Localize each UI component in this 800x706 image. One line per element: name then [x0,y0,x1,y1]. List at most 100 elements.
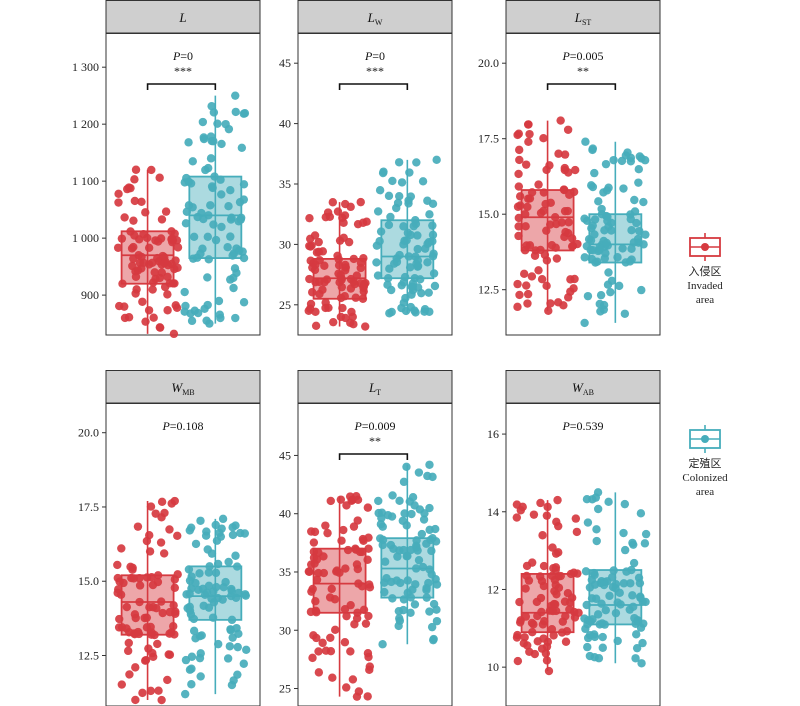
data-point [308,288,317,297]
data-point [634,164,644,174]
data-point [572,527,582,537]
data-point [180,287,189,297]
data-point [639,197,648,207]
data-point [181,655,191,665]
data-point [150,268,159,277]
data-point [221,119,230,129]
p-value-number: =0.005 [570,49,604,63]
data-point [522,571,531,581]
data-point [328,673,337,682]
data-point [544,306,553,316]
p-value-symbol: P [561,49,570,63]
data-point [233,642,242,652]
data-point [412,543,421,552]
data-point [548,543,557,552]
data-point [637,285,646,295]
data-point [340,638,350,647]
panel-frame [105,32,261,336]
data-point [431,537,441,546]
data-point [312,575,322,584]
y-tick-label: 1 000 [72,231,99,245]
data-point [425,565,434,574]
data-point [383,280,392,290]
data-point [337,275,346,284]
p-value-symbol: P [364,49,373,63]
data-point [207,101,216,111]
data-point [213,119,222,128]
panel-title: LST [574,10,592,27]
data-point [425,460,434,469]
data-point [602,186,612,195]
data-point [387,307,396,317]
data-point [305,304,315,313]
data-point [155,323,165,332]
data-point [356,263,365,273]
data-point [420,244,430,253]
data-point [609,566,618,575]
data-point [353,516,362,525]
panel-frame [505,32,661,336]
data-point [432,616,442,626]
data-point [228,251,237,260]
data-point [163,675,172,685]
data-point [619,528,628,538]
panel-title: WMB [171,380,194,397]
data-point [138,688,147,698]
data-point [521,222,530,231]
data-point [327,584,336,594]
data-point [359,254,368,263]
p-value-symbol: P [561,419,570,433]
data-point [214,639,223,649]
data-point [411,580,420,589]
p-value-symbol: P [353,419,362,433]
data-point [191,578,200,588]
invaded-legend-icon [689,233,721,261]
data-point [141,655,151,665]
data-point [173,531,182,540]
data-point [337,536,346,545]
y-tick-label: 35 [279,177,291,191]
data-point [632,630,641,639]
data-point [537,274,547,284]
data-point [408,282,417,291]
data-point [625,257,635,266]
data-point [373,271,383,280]
data-point [570,613,580,622]
data-point [400,236,409,245]
data-point [326,496,335,506]
p-value-label: P=0.539 [561,419,603,433]
data-point [601,159,611,169]
data-point [521,210,530,219]
data-point [365,665,374,675]
data-point [117,680,126,689]
data-point [115,614,124,624]
data-point [209,220,218,229]
data-point [627,225,636,235]
data-point [536,498,545,508]
data-point [346,202,355,212]
data-point [428,252,438,261]
data-point [359,536,368,545]
data-point [328,198,338,207]
data-point [346,318,355,327]
data-point [635,578,645,588]
panel-title-main: L [368,380,376,395]
data-point [129,216,138,225]
data-point [199,133,208,142]
data-point [357,547,367,557]
data-point [551,580,560,590]
data-point [630,195,639,205]
y-tick-label: 1 100 [72,174,99,188]
data-point [513,302,522,312]
data-point [203,273,212,282]
data-point [561,611,570,621]
data-point [335,568,344,577]
data-point [523,299,532,308]
data-point [231,107,240,117]
data-point [386,540,396,550]
data-point [323,528,332,538]
data-point [404,199,413,208]
data-point [145,547,155,556]
data-point [635,226,644,236]
data-point [195,569,204,578]
